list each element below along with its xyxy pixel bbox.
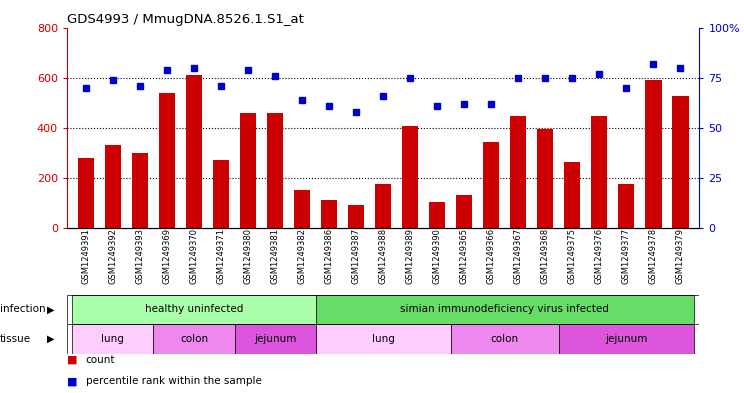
Bar <box>375 184 391 228</box>
Bar <box>315 324 451 354</box>
Text: GSM1249369: GSM1249369 <box>162 228 171 284</box>
Bar <box>451 324 559 354</box>
Text: GSM1249391: GSM1249391 <box>81 228 90 284</box>
Text: GSM1249368: GSM1249368 <box>541 228 550 284</box>
Bar <box>78 158 94 228</box>
Bar <box>645 80 661 228</box>
Bar <box>315 295 694 324</box>
Text: colon: colon <box>180 334 208 344</box>
Text: lung: lung <box>372 334 394 344</box>
Text: count: count <box>86 354 115 365</box>
Text: tissue: tissue <box>0 334 31 344</box>
Text: jejunum: jejunum <box>254 334 296 344</box>
Bar <box>618 184 635 228</box>
Text: GSM1249366: GSM1249366 <box>487 228 496 284</box>
Text: percentile rank within the sample: percentile rank within the sample <box>86 376 261 386</box>
Text: ▶: ▶ <box>47 305 54 314</box>
Text: GSM1249388: GSM1249388 <box>379 228 388 284</box>
Text: GSM1249376: GSM1249376 <box>595 228 604 284</box>
Bar <box>673 96 688 228</box>
Bar <box>294 190 310 228</box>
Text: simian immunodeficiency virus infected: simian immunodeficiency virus infected <box>400 305 609 314</box>
Text: GSM1249389: GSM1249389 <box>405 228 414 284</box>
Bar <box>348 206 365 228</box>
Text: GSM1249380: GSM1249380 <box>243 228 252 284</box>
Bar <box>159 93 175 228</box>
Bar <box>591 116 607 228</box>
Bar <box>456 195 472 228</box>
Text: GDS4993 / MmugDNA.8526.1.S1_at: GDS4993 / MmugDNA.8526.1.S1_at <box>67 13 304 26</box>
Bar <box>537 129 554 228</box>
Bar <box>402 127 418 228</box>
Bar <box>72 324 153 354</box>
Bar <box>132 153 148 228</box>
Text: GSM1249393: GSM1249393 <box>135 228 144 284</box>
Bar <box>105 145 121 228</box>
Text: ■: ■ <box>67 354 77 365</box>
Text: ■: ■ <box>67 376 77 386</box>
Bar <box>321 200 337 228</box>
Text: GSM1249392: GSM1249392 <box>109 228 118 284</box>
Text: healthy uninfected: healthy uninfected <box>145 305 243 314</box>
Text: GSM1249379: GSM1249379 <box>676 228 685 284</box>
Text: lung: lung <box>101 334 124 344</box>
Text: GSM1249371: GSM1249371 <box>217 228 225 284</box>
Bar <box>153 324 234 354</box>
Text: GSM1249387: GSM1249387 <box>352 228 361 284</box>
Text: GSM1249370: GSM1249370 <box>190 228 199 284</box>
Text: GSM1249382: GSM1249382 <box>298 228 307 284</box>
Bar <box>267 113 283 228</box>
Text: GSM1249378: GSM1249378 <box>649 228 658 284</box>
Bar <box>234 324 315 354</box>
Text: jejunum: jejunum <box>605 334 647 344</box>
Bar <box>559 324 694 354</box>
Text: GSM1249377: GSM1249377 <box>622 228 631 284</box>
Bar <box>510 116 527 228</box>
Bar <box>213 160 229 228</box>
Bar <box>483 141 499 228</box>
Bar <box>72 295 315 324</box>
Text: GSM1249386: GSM1249386 <box>324 228 333 284</box>
Text: GSM1249381: GSM1249381 <box>271 228 280 284</box>
Text: GSM1249375: GSM1249375 <box>568 228 577 284</box>
Text: GSM1249367: GSM1249367 <box>514 228 523 284</box>
Text: ▶: ▶ <box>47 334 54 344</box>
Bar <box>564 162 580 228</box>
Text: infection: infection <box>0 305 45 314</box>
Text: colon: colon <box>491 334 519 344</box>
Bar <box>186 75 202 228</box>
Text: GSM1249365: GSM1249365 <box>460 228 469 284</box>
Bar <box>429 202 446 228</box>
Bar <box>240 113 256 228</box>
Text: GSM1249390: GSM1249390 <box>433 228 442 284</box>
